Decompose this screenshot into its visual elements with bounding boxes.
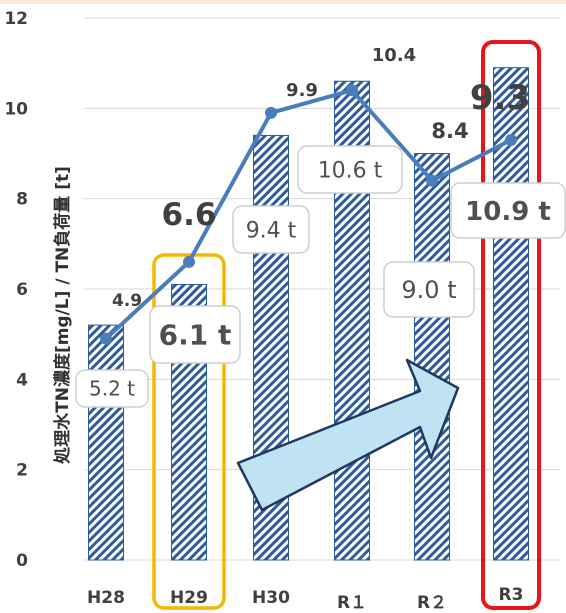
trend-arrow-shape (236, 358, 460, 512)
x-axis-ticks: H28 H29 H30 R１ R２ R3 (87, 585, 523, 613)
line-series (100, 84, 517, 345)
y-tick-label: 12 (4, 9, 28, 29)
bar-label-box (297, 145, 403, 194)
line-point (505, 133, 517, 146)
bar-value-label: 9.4 t (246, 218, 297, 243)
bar-value-label: 5.2 t (89, 377, 135, 401)
line-point (265, 106, 277, 119)
bar-value-labels: 5.2 t 6.1 t 9.4 t 10.6 t 9.0 t 10.9 t (75, 145, 566, 408)
bar-label-box (149, 305, 241, 364)
bar-label-box (383, 261, 475, 318)
plot-top-strip (0, 0, 566, 4)
trend-arrow (236, 358, 460, 512)
x-tick-label: R3 (499, 585, 524, 605)
highlight-boxes (152, 40, 541, 610)
y-tick-label: 4 (16, 370, 28, 390)
bar (88, 324, 124, 561)
bar-value-label: 10.6 t (318, 158, 383, 183)
line-value-label: 9.9 (286, 80, 318, 101)
line-point (426, 174, 438, 187)
line-point (346, 84, 358, 97)
line-value-labels: 4.9 6.6 9.9 10.4 8.49.3 (112, 45, 530, 311)
x-tick-label: H30 (252, 588, 290, 608)
y-tick-label: 8 (16, 190, 28, 210)
y-axis-label: 処理水TN濃度[mg/L] / TN負荷量 [t] (52, 166, 73, 465)
bar-label-box (232, 205, 310, 254)
y-tick-label: 2 (16, 461, 28, 481)
grid-lines (84, 17, 560, 561)
line-path (104, 88, 512, 341)
highlight-box (152, 253, 226, 610)
y-axis-ticks: 0 2 4 6 8 10 12 (4, 9, 28, 571)
line-point (183, 255, 195, 268)
y-tick-label: 10 (4, 99, 28, 119)
y-tick-label: 6 (16, 280, 28, 300)
line-value-label: 6.6 (162, 197, 217, 233)
bar (414, 153, 450, 561)
x-tick-label: R１ (337, 593, 367, 613)
bar-value-label: 9.0 t (401, 276, 456, 304)
y-tick-label: 0 (16, 551, 28, 571)
line-point (100, 332, 112, 345)
highlight-box (481, 40, 541, 610)
bar-label-box (450, 182, 566, 239)
line-value-label: 10.4 (372, 45, 416, 66)
bar (493, 67, 529, 561)
x-tick-label: H28 (87, 588, 125, 608)
x-tick-label: H29 (170, 588, 208, 608)
bar-label-box (75, 369, 149, 408)
bar-value-label: 10.9 t (465, 197, 551, 227)
x-tick-label: R２ (417, 593, 447, 613)
line-value-label: 4.9 (112, 291, 142, 311)
line-value-label: 9.3 (470, 78, 530, 118)
bar-value-label: 6.1 t (159, 319, 232, 352)
line-value-label: 8.4 (431, 119, 468, 143)
